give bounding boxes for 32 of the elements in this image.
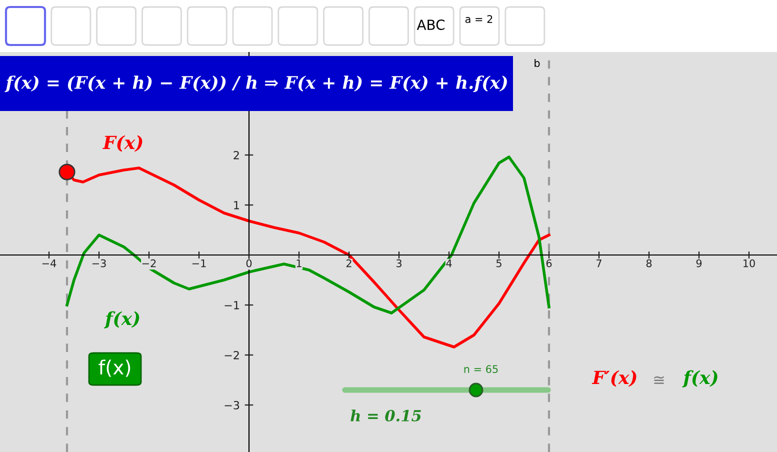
- x-tick-label: 7: [596, 259, 602, 268]
- x-tick-label: 10: [744, 259, 755, 268]
- annotation: h = 0.15: [350, 410, 421, 422]
- x-tick-label: 9: [696, 259, 702, 268]
- x-tick-label: 4: [446, 259, 452, 268]
- x-tick-label: 8: [646, 259, 652, 268]
- x-tick-label: −2: [142, 259, 156, 268]
- text: f(x): [104, 311, 140, 328]
- x-tick-label: 0: [246, 259, 252, 268]
- text: a = 2: [465, 15, 492, 24]
- y-tick-label: 2: [234, 150, 239, 160]
- x-tick-label: −3: [92, 259, 106, 268]
- annotation: f(x) = (F(x + h) − F(x)) / h ⇒ F(x + h) = F(x) + h.f(x): [4, 76, 507, 92]
- annotation: b: [534, 58, 540, 68]
- x-tick-label: −1: [192, 259, 206, 268]
- annotation: f(x): [98, 360, 130, 377]
- x-tick-label: 1: [296, 259, 302, 268]
- text: ABC: [416, 20, 444, 30]
- y-tick-label: −3: [224, 400, 240, 410]
- y-tick-label: 1: [234, 201, 239, 210]
- series-label: F(x): [102, 135, 142, 152]
- y-tick-label: −2: [224, 350, 239, 360]
- x-tick-label: −4: [42, 259, 56, 268]
- annotation: F′(x): [592, 370, 636, 387]
- y-tick-label: −1: [224, 301, 239, 310]
- annotation: n = 65: [464, 365, 498, 374]
- x-tick-label: 5: [496, 259, 502, 268]
- annotation: ≅: [654, 376, 664, 384]
- annotation: f(x): [682, 370, 718, 388]
- x-tick-label: 6: [546, 259, 552, 268]
- x-tick-label: 2: [346, 259, 352, 268]
- x-tick-label: 3: [396, 259, 402, 268]
